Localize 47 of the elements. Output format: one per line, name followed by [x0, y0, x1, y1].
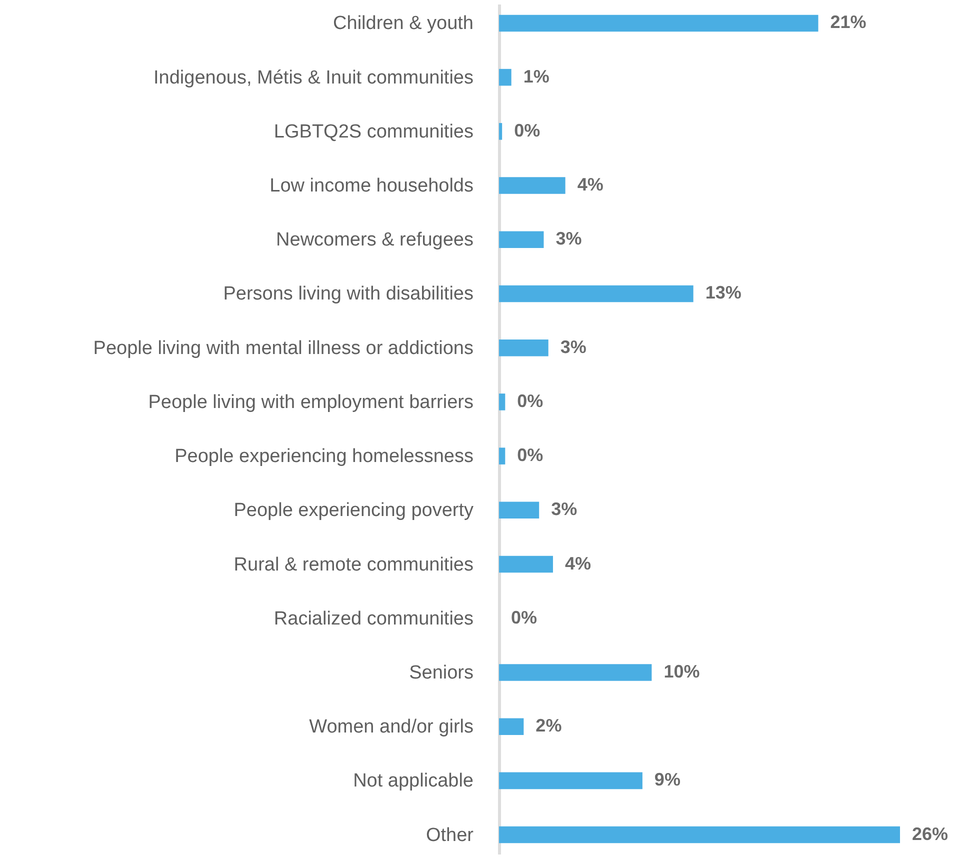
bar [499, 231, 544, 248]
y-tick-label: Persons living with disabilities [223, 284, 474, 305]
y-tick-label: Rural & remote communities [234, 554, 474, 576]
bar [499, 339, 548, 356]
y-tick-label: People living with mental illness or addictions [93, 338, 474, 359]
bar [499, 123, 502, 140]
y-tick-label: Low income households [270, 176, 474, 197]
y-tick-label: Indigenous, Métis & Inuit communities [154, 67, 474, 88]
y-tick-label: Not applicable [353, 770, 474, 792]
y-tick-label: Racialized communities [274, 608, 474, 630]
data-label: 3% [551, 499, 578, 520]
bar [499, 826, 900, 844]
y-tick-label: People living with employment barriers [148, 392, 474, 413]
data-label: 0% [517, 445, 544, 466]
data-label: 0% [514, 120, 540, 140]
data-label: 4% [564, 553, 591, 574]
y-tick-label: People experiencing poverty [234, 500, 474, 522]
y-tick-label: People experiencing homelessness [174, 446, 474, 468]
y-tick-label: Women and/or girls [309, 716, 474, 738]
y-tick-label: Other [426, 824, 474, 846]
data-label: 0% [511, 607, 538, 628]
y-tick-label: LGBTQ2S communities [274, 121, 474, 142]
bar [499, 285, 694, 302]
bar [499, 772, 642, 790]
data-label: 10% [664, 661, 700, 682]
y-tick-label: Newcomers & refugees [276, 230, 474, 251]
bar [499, 394, 506, 410]
bar [499, 664, 652, 681]
bar [499, 177, 566, 194]
data-label: 2% [536, 716, 562, 736]
data-label: 4% [577, 174, 604, 195]
bar [499, 556, 553, 573]
bar [499, 68, 512, 86]
data-label: 3% [560, 336, 586, 357]
bar [499, 14, 818, 32]
data-label: 0% [517, 390, 544, 411]
data-label: 9% [654, 770, 680, 790]
data-label: 21% [830, 12, 866, 32]
data-label: 1% [523, 66, 550, 86]
data-label: 26% [912, 824, 948, 844]
data-label: 13% [705, 282, 742, 303]
bar [499, 718, 524, 735]
bar [499, 502, 540, 519]
y-tick-label: Children & youth [333, 13, 474, 34]
y-tick-label: Seniors [409, 662, 474, 684]
data-label: 3% [556, 228, 582, 249]
bar [499, 448, 506, 464]
